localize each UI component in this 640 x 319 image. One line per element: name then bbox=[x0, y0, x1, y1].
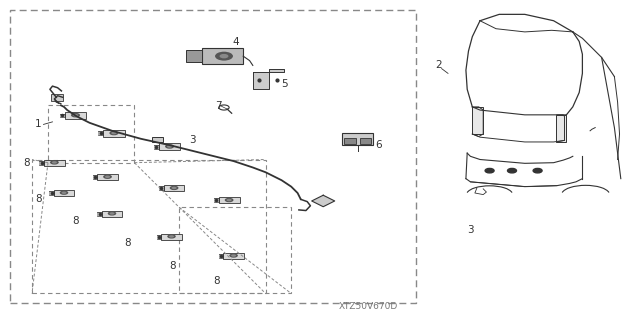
Bar bbox=[48, 105, 134, 163]
Circle shape bbox=[167, 145, 172, 148]
Polygon shape bbox=[40, 161, 44, 165]
Bar bbox=[186, 50, 202, 62]
Bar bbox=[161, 234, 182, 240]
Text: 8: 8 bbox=[35, 194, 42, 204]
Circle shape bbox=[109, 212, 115, 215]
Circle shape bbox=[225, 198, 234, 202]
Circle shape bbox=[508, 168, 516, 173]
Circle shape bbox=[50, 160, 59, 165]
Polygon shape bbox=[159, 186, 164, 190]
Circle shape bbox=[165, 144, 174, 149]
Circle shape bbox=[103, 174, 112, 179]
Polygon shape bbox=[157, 235, 161, 239]
Polygon shape bbox=[154, 145, 159, 149]
Circle shape bbox=[169, 235, 174, 238]
Text: XTZ50V670D: XTZ50V670D bbox=[339, 302, 397, 311]
Polygon shape bbox=[93, 175, 97, 179]
Circle shape bbox=[170, 186, 179, 190]
Bar bbox=[342, 133, 373, 145]
Bar bbox=[202, 48, 243, 64]
Bar bbox=[556, 115, 566, 142]
Bar bbox=[223, 253, 244, 259]
Text: 3: 3 bbox=[467, 225, 474, 235]
Circle shape bbox=[231, 254, 236, 257]
Text: 8: 8 bbox=[213, 276, 220, 286]
Polygon shape bbox=[60, 114, 65, 117]
Bar bbox=[102, 211, 122, 217]
Circle shape bbox=[109, 131, 118, 135]
Circle shape bbox=[73, 114, 78, 116]
Text: 6: 6 bbox=[376, 140, 382, 150]
Text: 8: 8 bbox=[125, 238, 131, 248]
Bar bbox=[472, 107, 483, 134]
Text: 8: 8 bbox=[72, 216, 79, 226]
Circle shape bbox=[52, 161, 57, 164]
Bar bbox=[97, 174, 118, 180]
Circle shape bbox=[533, 168, 542, 173]
Polygon shape bbox=[99, 131, 103, 135]
Bar bbox=[179, 207, 291, 293]
Bar bbox=[51, 94, 63, 101]
Text: 5: 5 bbox=[282, 78, 288, 89]
Circle shape bbox=[227, 199, 232, 201]
Bar bbox=[10, 10, 416, 303]
Text: 8: 8 bbox=[170, 261, 176, 271]
Bar bbox=[360, 138, 371, 144]
Circle shape bbox=[105, 175, 110, 178]
Bar bbox=[44, 160, 65, 166]
Circle shape bbox=[71, 113, 80, 117]
Bar bbox=[65, 112, 86, 119]
Text: 1: 1 bbox=[35, 119, 42, 129]
Circle shape bbox=[229, 253, 238, 258]
Circle shape bbox=[111, 132, 116, 134]
Bar bbox=[344, 138, 356, 144]
Polygon shape bbox=[49, 191, 54, 195]
Bar bbox=[54, 190, 74, 196]
Circle shape bbox=[215, 52, 233, 61]
Bar bbox=[164, 185, 184, 191]
Text: 7: 7 bbox=[216, 101, 222, 111]
Polygon shape bbox=[219, 254, 223, 258]
Circle shape bbox=[167, 234, 176, 239]
Text: 2: 2 bbox=[435, 60, 442, 70]
Circle shape bbox=[60, 190, 68, 195]
Text: 3: 3 bbox=[189, 135, 195, 145]
Bar bbox=[219, 197, 239, 204]
Bar bbox=[32, 160, 266, 293]
Circle shape bbox=[172, 187, 177, 189]
Bar bbox=[159, 144, 180, 150]
Circle shape bbox=[108, 211, 116, 216]
Bar bbox=[152, 137, 163, 142]
Text: 4: 4 bbox=[232, 37, 239, 47]
Polygon shape bbox=[97, 212, 102, 216]
Circle shape bbox=[220, 54, 228, 58]
Circle shape bbox=[61, 191, 67, 194]
Polygon shape bbox=[214, 198, 219, 202]
Polygon shape bbox=[253, 69, 284, 89]
Circle shape bbox=[485, 168, 494, 173]
Bar bbox=[103, 130, 125, 137]
Polygon shape bbox=[312, 195, 335, 207]
Text: 8: 8 bbox=[24, 158, 30, 168]
